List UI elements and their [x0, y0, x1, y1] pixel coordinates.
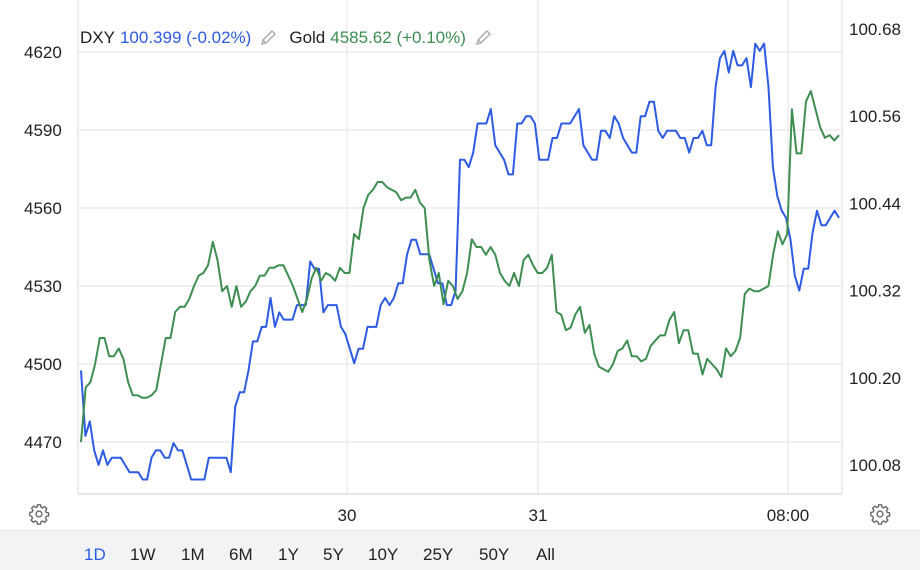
left-tick-label: 4500	[24, 355, 62, 374]
legend-gold-value: 4585.62 (+0.10%)	[330, 28, 466, 47]
left-tick-label: 4590	[24, 121, 62, 140]
right-tick-label: 100.20	[849, 369, 901, 388]
left-axis-settings-gear-icon[interactable]	[28, 503, 50, 525]
legend-gold-symbol: Gold	[289, 28, 326, 47]
plot-frame	[77, 0, 843, 495]
grid-lines	[78, 0, 842, 494]
time-range-selector: 1D 1W 1M 6M 1Y 5Y 10Y 25Y 50Y All	[0, 530, 920, 570]
range-button-10y[interactable]: 10Y	[368, 545, 399, 564]
pencil-icon[interactable]	[259, 29, 279, 47]
range-button-all[interactable]: All	[536, 545, 555, 564]
chart-legend: DXY 100.399 (-0.02%) Gold 4585.62 (+0.10…	[80, 28, 504, 48]
range-button-1w[interactable]: 1W	[130, 545, 156, 564]
x-tick-label: 30	[338, 506, 357, 525]
range-button-25y[interactable]: 25Y	[423, 545, 454, 564]
legend-dxy-symbol: DXY	[80, 28, 115, 47]
right-axis-settings-gear-icon[interactable]	[869, 503, 891, 525]
pencil-icon[interactable]	[474, 29, 494, 47]
left-axis: 4470 4500 4530 4560 4590 4620	[24, 43, 62, 452]
x-tick-label: 08:00	[767, 506, 810, 525]
right-tick-label: 100.32	[849, 282, 901, 301]
right-tick-label: 100.56	[849, 107, 901, 126]
right-tick-label: 100.44	[849, 194, 901, 213]
range-button-1d[interactable]: 1D	[84, 545, 106, 564]
x-tick-label: 31	[529, 506, 548, 525]
legend-dxy-value: 100.399 (-0.02%)	[119, 28, 252, 47]
left-tick-label: 4620	[24, 43, 62, 62]
left-tick-label: 4560	[24, 199, 62, 218]
right-tick-label: 100.08	[849, 456, 901, 475]
range-button-1m[interactable]: 1M	[181, 545, 205, 564]
series-lines	[80, 42, 840, 481]
range-button-6m[interactable]: 6M	[229, 545, 253, 564]
range-button-5y[interactable]: 5Y	[323, 545, 344, 564]
x-axis: 30 31 08:00	[338, 506, 810, 525]
right-tick-label: 100.68	[849, 20, 901, 39]
left-tick-label: 4530	[24, 277, 62, 296]
series-line-gold	[80, 90, 840, 443]
range-button-50y[interactable]: 50Y	[479, 545, 510, 564]
range-button-1y[interactable]: 1Y	[278, 545, 299, 564]
left-tick-label: 4470	[24, 433, 62, 452]
right-axis: 100.08 100.20 100.32 100.44 100.56 100.68	[849, 20, 901, 475]
series-line-dxy	[80, 42, 840, 481]
